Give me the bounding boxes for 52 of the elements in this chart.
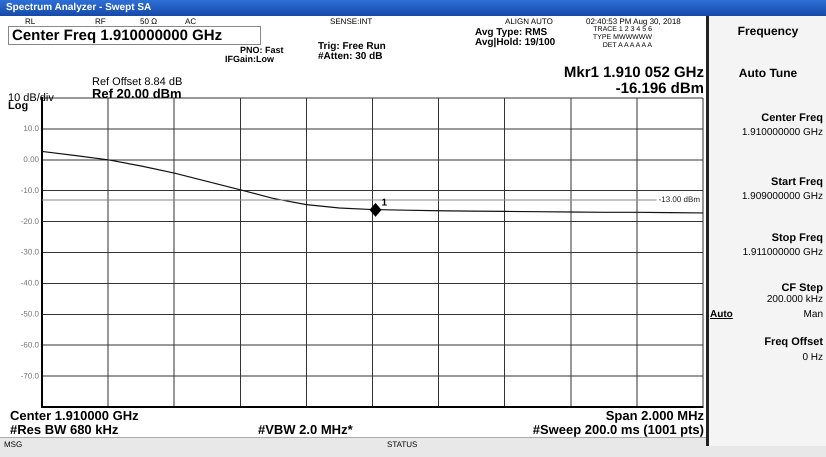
text: MSG [4, 440, 22, 449]
y-tick-label: -50.0 [20, 310, 40, 319]
text: IFGain:Low [225, 54, 274, 64]
ref-line-label: -13.00 dBm [658, 195, 700, 204]
text: Ref Offset 8.84 dB [92, 76, 182, 88]
text: Trig: Free Run [318, 41, 386, 52]
text: Stop Freq [772, 232, 823, 244]
y-tick-label: 0.00 [23, 155, 40, 164]
y-tick-label: 10.0 [23, 124, 40, 134]
text: #Sweep 200.0 ms (1001 pts) [532, 422, 704, 437]
y-tick-label: -70.0 [20, 371, 40, 380]
text: #Res BW 680 kHz [10, 422, 118, 437]
text: #Atten: 30 dB [318, 51, 382, 62]
text: AC [185, 17, 196, 26]
text: Center Freq [761, 112, 823, 124]
text: STATUS [387, 440, 418, 449]
text: Man [804, 309, 823, 320]
annotation: 1 [382, 198, 388, 209]
text: #VBW 2.0 MHz* [258, 422, 353, 437]
text: Auto Tune [738, 66, 798, 80]
text: Span 2.000 MHz [606, 408, 704, 423]
text: 200.000 kHz [766, 294, 823, 305]
text: Frequency [738, 24, 798, 38]
text: Start Freq [771, 176, 823, 188]
chart-title: Spectrum Analyzer - Swept SA [0, 0, 826, 16]
text: 1.909000000 GHz [742, 191, 823, 202]
text: Avg Type: RMS [475, 27, 548, 38]
text: ALIGN AUTO [505, 17, 553, 26]
chart-subtitle: Center Freq 1.910000000 GHz [8, 26, 261, 45]
text: 1.911000000 GHz [742, 247, 823, 258]
text: 0 Hz [802, 352, 823, 363]
text: -16.196 dBm [616, 80, 704, 97]
text: Freq Offset [764, 336, 823, 348]
text: Mkr1 1.910 052 GHz [564, 64, 704, 81]
annotation: Ref 20.00 dBm [92, 86, 182, 101]
text: PNO: Fast [240, 45, 284, 55]
text: RF [95, 17, 106, 26]
text: 50 Ω [140, 17, 158, 26]
text: SENSE:INT [330, 17, 372, 26]
y-tick-label: -60.0 [20, 340, 40, 350]
text: Log [8, 100, 28, 112]
y-tick-label: -40.0 [20, 278, 40, 288]
text: RL [25, 17, 36, 26]
y-tick-label: -20.0 [20, 216, 40, 226]
y-tick-label: -10.0 [20, 186, 40, 195]
text: Center 1.910000 GHz [10, 408, 139, 423]
text: Auto [710, 309, 733, 320]
text: 02:40:53 PM Aug 30, 2018 [586, 17, 681, 26]
text: Avg|Hold: 19/100 [475, 37, 556, 48]
y-tick-label: -30.0 [20, 248, 40, 257]
text: 1.910000000 GHz [742, 127, 823, 138]
text: CF Step [781, 282, 823, 294]
